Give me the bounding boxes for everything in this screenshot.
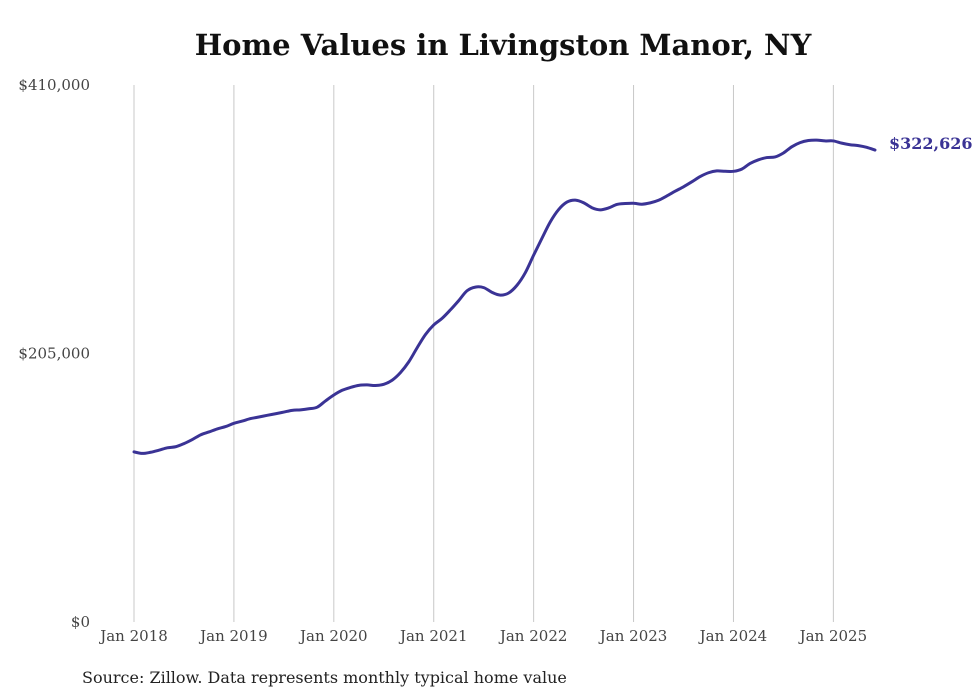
end-label-layer: $322,626 — [889, 134, 973, 153]
y-tick-label: $410,000 — [18, 76, 90, 94]
chart-title: Home Values in Livingston Manor, NY — [194, 28, 812, 62]
y-axis-ticks: $0 $205,000 $410,000 — [18, 76, 90, 631]
x-tick-label: Jan 2022 — [498, 627, 568, 645]
x-tick-label: Jan 2025 — [798, 627, 868, 645]
series-layer — [132, 138, 877, 455]
x-tick-label: Jan 2024 — [698, 627, 768, 645]
source-note: Source: Zillow. Data represents monthly … — [82, 668, 567, 687]
x-tick-label: Jan 2023 — [598, 627, 668, 645]
line-chart: $0$205,000$410,000 Jan 2018 Jan 2019 Jan 2… — [18, 76, 973, 645]
x-axis-ticks: Jan 2018 Jan 2019 Jan 2020 Jan 2021 Jan 2022… — [98, 627, 867, 645]
x-tick-label: Jan 2018 — [98, 627, 168, 645]
home-value-series-line — [132, 138, 877, 455]
x-tick-label: Jan 2021 — [398, 627, 468, 645]
y-tick-label: $205,000 — [18, 345, 90, 363]
x-tick-label: Jan 2020 — [298, 627, 368, 645]
y-tick-label: $0 — [71, 613, 90, 631]
grid-lines — [133, 85, 834, 622]
x-tick-label: Jan 2019 — [198, 627, 268, 645]
end-value-label: $322,626 — [889, 134, 973, 153]
